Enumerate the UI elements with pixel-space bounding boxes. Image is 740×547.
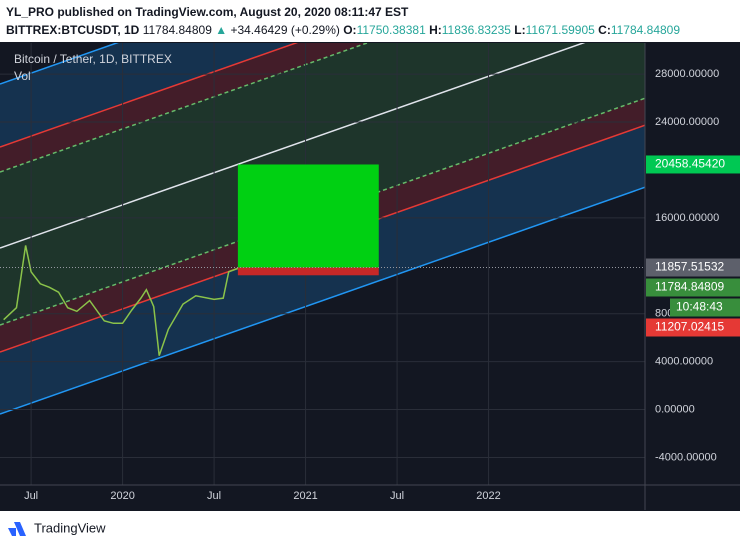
channel-line <box>0 43 299 148</box>
price-label-box <box>646 278 740 297</box>
axes: Jul 2020 Jul 2021 Jul 2022 -4000.00000 0.00000 4… <box>24 68 740 502</box>
price-label-box <box>646 318 740 337</box>
publish-line: YL_PRO published on TradingView.com, Aug… <box>6 5 408 19</box>
last: 11784.84809 <box>142 23 212 37</box>
ohlc-value: 11671.59905 <box>525 23 595 37</box>
channel-line <box>0 43 586 249</box>
timer-box <box>670 298 740 317</box>
header: YL_PRO published on TradingView.com, Aug… <box>0 0 740 42</box>
y-tick-label: 28000.00000 <box>655 68 719 80</box>
y-tick-label: 0.00000 <box>655 403 695 415</box>
y-tick-label: 4000.00000 <box>655 356 713 368</box>
channel-band <box>0 43 367 172</box>
channel-line <box>0 43 119 85</box>
symbol: BITTREX:BTCUSDT, 1D <box>6 23 140 37</box>
ohlc-value: 11784.84809 <box>610 23 681 37</box>
y-tick-label: -4000.00000 <box>655 451 717 463</box>
profit-zone <box>237 164 379 268</box>
price-label: 11857.51532 <box>655 260 725 274</box>
y-tick-label: 16000.00000 <box>655 212 719 224</box>
y-tick-label: 24000.00000 <box>655 116 719 128</box>
loss-zone <box>237 267 379 276</box>
plot <box>0 164 645 356</box>
ohlc-key: L: <box>514 23 526 37</box>
price-label: 20458.45420 <box>655 157 725 171</box>
logo <box>8 522 26 536</box>
volume-label: Vol <box>14 69 31 83</box>
price-label: 11207.02415 <box>655 320 725 334</box>
x-tick-label: 2022 <box>476 490 500 502</box>
ohlc-key: H: <box>429 23 442 37</box>
arrow: ▲ <box>215 23 228 37</box>
price-label: 11784.84809 <box>655 280 725 294</box>
ohlc-value: 11836.83235 <box>441 23 511 37</box>
legend: Bitcoin / Tether, 1D, BITTREX <box>14 52 172 66</box>
title: YL_PRO published on TradingView.com, Aug… <box>6 5 409 19</box>
x-tick-label: 2020 <box>110 490 134 502</box>
x-tick-label: Jul <box>24 490 38 502</box>
timer: 10:48:43 <box>676 300 723 314</box>
channel-line <box>0 97 645 326</box>
x-tick-label: Jul <box>390 490 404 502</box>
x-tick-label: 2021 <box>293 490 317 502</box>
channel-line <box>0 43 370 173</box>
brand: TradingView <box>34 520 106 535</box>
ohlc-key: C: <box>598 23 611 37</box>
quote-line: BITTREX:BTCUSDT, 1D 11784.84809 ▲ +34.46… <box>6 23 680 37</box>
price-label-box <box>646 155 740 174</box>
ohlc-key: O: <box>343 23 357 37</box>
x-tick-label: Jul <box>207 490 221 502</box>
price-line <box>3 245 239 356</box>
footer <box>0 511 740 547</box>
change: +34.46429 (+0.29%) <box>230 23 340 37</box>
ohlc-value: 11750.38381 <box>356 23 426 37</box>
channel-line <box>0 186 645 415</box>
price-label-box <box>646 258 740 277</box>
grid <box>0 43 645 485</box>
